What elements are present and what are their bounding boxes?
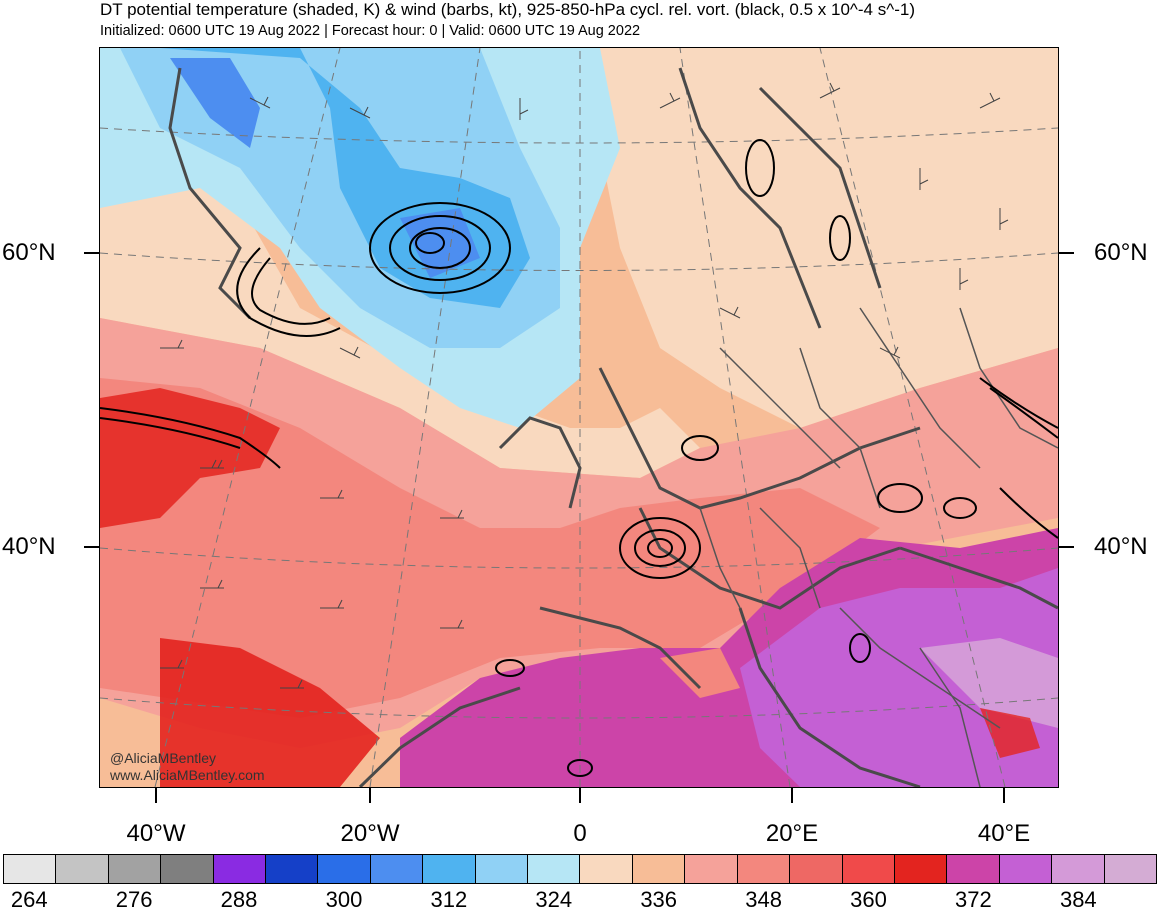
shading-violet <box>740 568 1058 787</box>
colorbar-cell <box>685 855 738 883</box>
colorbar-label: 360 <box>850 887 887 912</box>
shading-deep-red-west <box>100 388 280 528</box>
credit-handle: @AliciaMBentley <box>110 750 217 766</box>
vorticity-contours <box>100 139 1058 777</box>
map-canvas <box>100 48 1058 787</box>
tick-right-40 <box>1059 546 1074 548</box>
shading-light-violet <box>920 638 1058 728</box>
colorbar-cell <box>632 855 686 883</box>
colorbar-cell <box>947 855 1000 883</box>
weather-map: @AliciaMBentley www.AliciaMBentley.com <box>99 47 1059 788</box>
map-subtitle: Initialized: 0600 UTC 19 Aug 2022 | Fore… <box>100 23 641 39</box>
lat-label-60n-left: 60°N <box>2 239 56 266</box>
shading-red-spot-italy <box>660 648 740 698</box>
shading-peach-nw <box>100 168 700 478</box>
credit-website: www.AliciaMBentley.com <box>110 767 265 783</box>
colorbar-cell <box>894 855 948 883</box>
colorbar-cell <box>475 855 529 883</box>
colorbar-label: 336 <box>640 887 678 912</box>
colorbar-label: 324 <box>535 887 573 912</box>
colorbar-cell <box>528 855 581 883</box>
colorbar-cell <box>213 855 267 883</box>
shading-peach-ne <box>580 48 1058 428</box>
colorbar-label: 384 <box>1059 887 1097 912</box>
lat-label-60n-right: 60°N <box>1094 239 1148 266</box>
colorbar <box>3 854 1157 884</box>
colorbar-label: 288 <box>220 887 258 912</box>
colorbar-cell <box>737 855 791 883</box>
colorbar-cell <box>318 855 371 883</box>
colorbar-cell <box>842 855 895 883</box>
colorbar-cell <box>1104 855 1156 883</box>
colorbar-cell <box>4 855 57 883</box>
colorbar-cell <box>56 855 109 883</box>
map-title: DT potential temperature (shaded, K) & w… <box>100 0 915 19</box>
colorbar-label: 312 <box>430 887 468 912</box>
colorbar-cell <box>1052 855 1105 883</box>
tick-bottom-20w <box>369 788 371 803</box>
lon-label-20w: 20°W <box>340 820 400 847</box>
shading-red-band <box>100 378 880 718</box>
country-borders <box>699 307 1058 787</box>
lon-label-40w: 40°W <box>126 820 186 847</box>
tick-bottom-0 <box>579 788 581 803</box>
shading-deep-red-sw <box>160 638 380 787</box>
colorbar-label: 372 <box>955 887 992 912</box>
tick-left-60 <box>84 252 99 254</box>
colorbar-cell <box>423 855 476 883</box>
graticule <box>100 48 1058 787</box>
shading-cold-center-a <box>170 58 260 148</box>
lat-label-40n-right: 40°N <box>1094 533 1148 560</box>
lon-label-40e: 40°E <box>977 820 1031 847</box>
tick-bottom-20e <box>791 788 793 803</box>
colorbar-cell <box>999 855 1053 883</box>
colorbar-cell <box>370 855 424 883</box>
tick-left-40 <box>84 546 99 548</box>
coastlines <box>168 67 1058 787</box>
tick-right-60 <box>1059 252 1074 254</box>
colorbar-cell <box>161 855 214 883</box>
colorbar-cell <box>266 855 319 883</box>
wind-barbs <box>160 82 1009 689</box>
colorbar-cell <box>580 855 633 883</box>
shading-cold-center-b <box>400 208 480 278</box>
colorbar-label: 300 <box>325 887 363 912</box>
colorbar-cell <box>790 855 843 883</box>
colorbar-cell <box>108 855 162 883</box>
lon-label-20e: 20°E <box>765 820 819 847</box>
colorbar-label: 276 <box>115 887 153 912</box>
tick-bottom-40w <box>155 788 157 803</box>
colorbar-label: 348 <box>745 887 782 912</box>
colorbar-label: 264 <box>10 887 48 912</box>
tick-bottom-40e <box>1003 788 1005 803</box>
lat-label-40n-left: 40°N <box>2 533 56 560</box>
lon-label-0: 0 <box>573 820 587 847</box>
